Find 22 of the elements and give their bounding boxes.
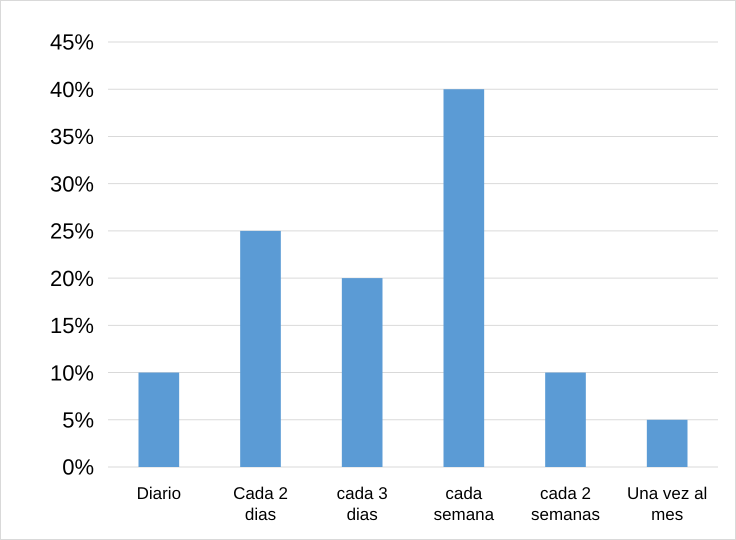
y-tick-label: 20% [50, 266, 94, 291]
y-tick-label: 40% [50, 76, 94, 102]
bar [138, 372, 180, 467]
x-tick-label: cada 3 dias [336, 484, 388, 524]
bar [342, 278, 382, 467]
bar [240, 230, 281, 467]
x-tick-label: Diario [136, 484, 182, 503]
y-tick-label: 10% [50, 360, 94, 386]
y-tick-label: 45% [50, 30, 94, 55]
bar [545, 372, 586, 467]
x-tick-label: cada 2 semanas [531, 484, 600, 524]
x-tick-label: cada semana [434, 484, 495, 524]
x-tick-label: Cada 2 dias [233, 484, 288, 524]
x-tick-label: Una vez al mes [627, 484, 708, 524]
bar [646, 420, 688, 467]
y-tick-label: 25% [50, 218, 94, 244]
bar [444, 89, 484, 467]
y-tick-label: 15% [50, 313, 94, 338]
y-tick-label: 5% [62, 407, 94, 432]
y-tick-label: 35% [50, 124, 94, 150]
y-tick-label: 30% [50, 171, 94, 196]
y-tick-label: 0% [62, 454, 94, 480]
